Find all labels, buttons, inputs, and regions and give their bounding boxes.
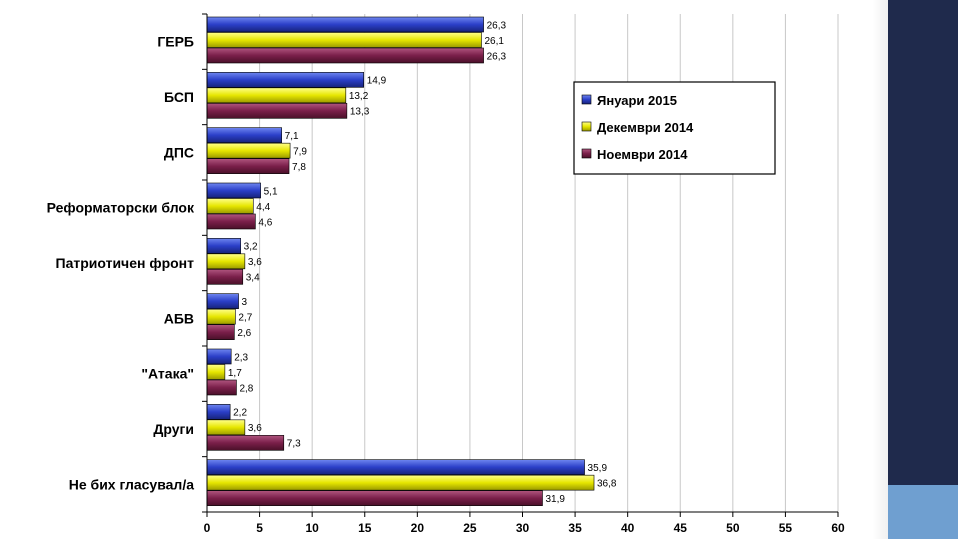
- value-label: 35,9: [588, 463, 608, 474]
- legend-label: Ноември 2014: [597, 147, 688, 162]
- bar-2-4: [206, 269, 244, 285]
- x-tick-label: 55: [779, 521, 793, 535]
- category-label: Не бих гласувал/а: [69, 476, 194, 492]
- bar-0-8: [206, 459, 585, 475]
- category-label: БСП: [164, 89, 194, 105]
- side-panel-shadow: [872, 0, 888, 539]
- x-tick-label: 25: [463, 521, 477, 535]
- bar-0-7: [206, 404, 231, 420]
- value-label: 3,2: [244, 242, 258, 253]
- category-label: АБВ: [164, 310, 194, 326]
- value-label: 7,3: [287, 439, 301, 450]
- value-label: 2,6: [237, 328, 251, 339]
- value-label: 26,3: [487, 51, 507, 62]
- bar-2-5: [206, 324, 235, 340]
- value-label: 7,8: [292, 162, 306, 173]
- legend-label: Декември 2014: [597, 120, 694, 135]
- value-label: 3,4: [246, 273, 260, 284]
- value-label: 13,3: [350, 107, 370, 118]
- bar-1-4: [206, 253, 246, 270]
- bar-1-8: [206, 474, 595, 491]
- labels: 26,3 26,1 26,3 ГЕРБ 14,9 13,2 13,3 БСП 7,1 7,9 7,8…: [47, 20, 845, 535]
- bar-0-0: [206, 16, 484, 33]
- bar-2-7: [206, 435, 285, 451]
- bar-1-7: [206, 419, 246, 436]
- value-label: 2,7: [238, 312, 252, 323]
- bar-2-8: [206, 490, 543, 506]
- value-label: 5,1: [264, 186, 278, 197]
- bar-2-0: [206, 47, 484, 64]
- x-tick-label: 50: [726, 521, 740, 535]
- bar-2-3: [206, 213, 256, 230]
- legend: Януари 2015 Декември 2014 Ноември 2014: [573, 81, 776, 175]
- value-label: 3,6: [248, 423, 262, 434]
- side-panel-dark: [888, 0, 958, 485]
- value-label: 7,1: [285, 131, 299, 142]
- bar-2-2: [206, 158, 290, 174]
- value-label: 2,8: [239, 383, 253, 394]
- value-label: 3: [242, 297, 248, 308]
- value-label: 31,9: [545, 494, 565, 505]
- category-label: Патриотичен фронт: [56, 255, 195, 271]
- bar-1-3: [206, 198, 254, 214]
- axes: [202, 13, 839, 517]
- bar-2-1: [206, 103, 348, 119]
- x-tick-label: 40: [621, 521, 635, 535]
- bar-1-6: [206, 364, 226, 380]
- bar-0-5: [206, 293, 239, 309]
- value-label: 13,2: [349, 91, 369, 102]
- x-tick-label: 0: [204, 521, 211, 535]
- bar-0-4: [206, 238, 241, 254]
- value-label: 14,9: [367, 76, 387, 87]
- value-label: 26,3: [487, 20, 507, 31]
- legend-swatch-1: [581, 121, 592, 132]
- value-label: 7,9: [293, 146, 307, 157]
- value-label: 4,6: [258, 217, 272, 228]
- bar-1-1: [206, 87, 347, 104]
- value-label: 3,6: [248, 257, 262, 268]
- value-label: 36,8: [597, 478, 617, 489]
- side-panel-light: [888, 485, 958, 539]
- bar-0-1: [206, 72, 364, 88]
- bar-0-3: [206, 182, 261, 199]
- value-label: 4,4: [256, 202, 270, 213]
- value-label: 1,7: [228, 368, 242, 379]
- category-label: Реформаторски блок: [47, 200, 195, 216]
- value-label: 2,3: [234, 352, 248, 363]
- x-tick-label: 30: [516, 521, 530, 535]
- category-label: ГЕРБ: [157, 34, 194, 50]
- category-label: ДПС: [164, 144, 194, 160]
- x-tick-label: 15: [358, 521, 372, 535]
- value-label: 26,1: [484, 36, 504, 47]
- bar-0-6: [206, 348, 232, 365]
- category-label: "Атака": [141, 366, 194, 382]
- x-tick-label: 35: [568, 521, 582, 535]
- x-tick-label: 5: [256, 521, 263, 535]
- category-label: Други: [153, 421, 194, 437]
- x-tick-label: 60: [831, 521, 845, 535]
- bar-1-2: [206, 142, 291, 159]
- bar-1-5: [206, 308, 236, 325]
- legend-swatch-0: [581, 94, 592, 105]
- bar-0-2: [206, 127, 282, 143]
- x-tick-label: 45: [674, 521, 688, 535]
- bars: [206, 16, 595, 506]
- bar-2-6: [206, 379, 237, 396]
- bar-1-0: [206, 32, 482, 48]
- x-tick-label: 10: [305, 521, 319, 535]
- x-tick-label: 20: [411, 521, 425, 535]
- legend-box: [573, 81, 776, 175]
- legend-swatch-2: [581, 148, 592, 159]
- legend-label: Януари 2015: [597, 93, 677, 108]
- value-label: 2,2: [233, 408, 247, 419]
